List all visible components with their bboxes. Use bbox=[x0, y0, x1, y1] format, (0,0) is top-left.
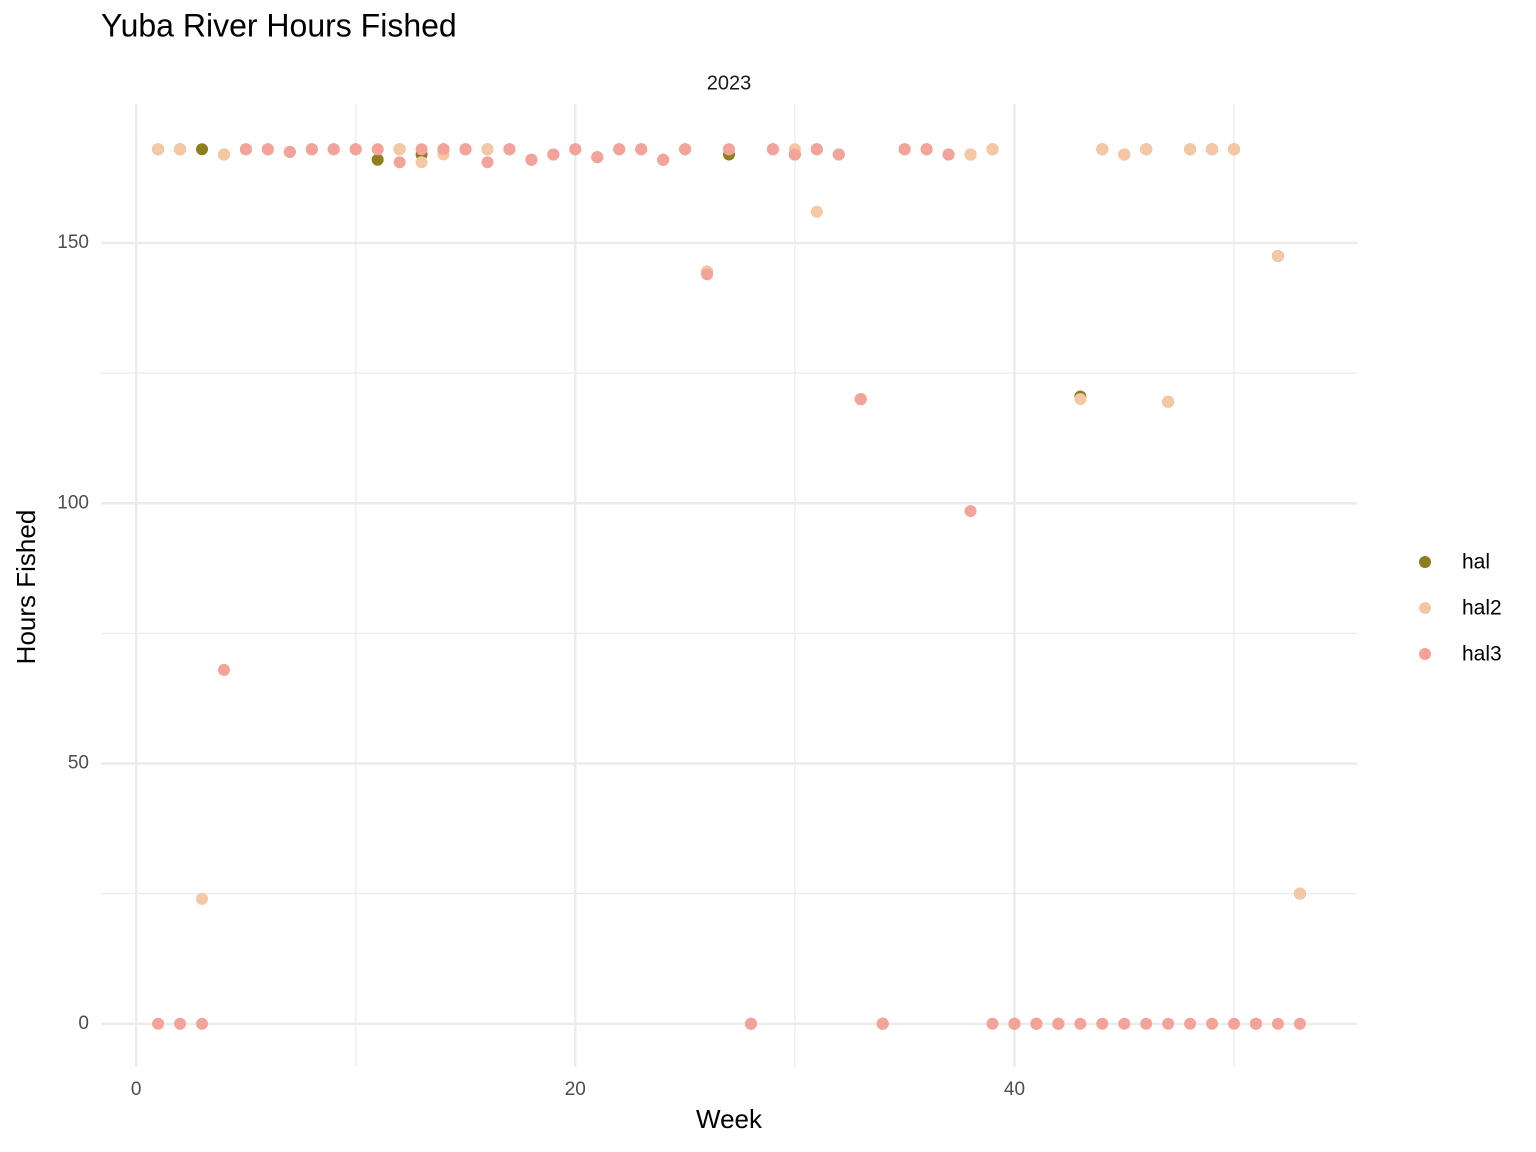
point bbox=[393, 143, 406, 156]
y-tick-label: 100 bbox=[57, 492, 89, 513]
point bbox=[239, 143, 252, 156]
point bbox=[1074, 1017, 1087, 1030]
point bbox=[854, 393, 867, 406]
point bbox=[371, 153, 384, 166]
point bbox=[701, 268, 714, 281]
point bbox=[349, 143, 362, 156]
point bbox=[481, 156, 494, 169]
point bbox=[788, 148, 801, 161]
point bbox=[723, 143, 735, 156]
point bbox=[986, 143, 999, 156]
point bbox=[327, 143, 340, 156]
point bbox=[1293, 887, 1306, 900]
point bbox=[152, 1017, 165, 1030]
point bbox=[964, 505, 977, 518]
point bbox=[1096, 143, 1109, 156]
point bbox=[415, 143, 428, 156]
point bbox=[635, 143, 648, 156]
legend-key bbox=[1419, 556, 1431, 568]
point bbox=[1074, 393, 1087, 406]
legend-label: hal2 bbox=[1462, 597, 1502, 620]
point bbox=[744, 1017, 757, 1030]
point bbox=[503, 143, 516, 156]
point bbox=[1271, 1017, 1284, 1030]
point bbox=[1140, 143, 1153, 156]
point bbox=[942, 148, 955, 161]
point bbox=[810, 205, 823, 218]
point bbox=[217, 663, 230, 676]
point bbox=[1118, 1017, 1131, 1030]
point bbox=[1162, 1017, 1175, 1030]
x-tick-label: 20 bbox=[565, 1079, 586, 1100]
point bbox=[986, 1017, 999, 1030]
point bbox=[679, 143, 692, 156]
point bbox=[876, 1017, 889, 1030]
point bbox=[1096, 1017, 1109, 1030]
y-axis-title: Hours Fished bbox=[11, 510, 41, 665]
point bbox=[371, 143, 384, 156]
point bbox=[1249, 1017, 1262, 1030]
point bbox=[393, 156, 406, 169]
point bbox=[810, 143, 823, 156]
point bbox=[1118, 148, 1131, 161]
point bbox=[525, 153, 538, 166]
legend-label: hal bbox=[1462, 551, 1490, 574]
point bbox=[1206, 1017, 1219, 1030]
point bbox=[613, 143, 626, 156]
point bbox=[1008, 1017, 1021, 1030]
point bbox=[547, 148, 560, 161]
point bbox=[920, 143, 933, 156]
point bbox=[196, 143, 209, 156]
point bbox=[152, 143, 165, 156]
point bbox=[1030, 1017, 1043, 1030]
point bbox=[1162, 395, 1175, 408]
point bbox=[1293, 1017, 1306, 1030]
point bbox=[569, 143, 582, 156]
point bbox=[1228, 143, 1241, 156]
point bbox=[832, 148, 845, 161]
x-tick-label: 40 bbox=[1004, 1079, 1025, 1100]
point bbox=[481, 143, 494, 156]
point bbox=[196, 1017, 209, 1030]
y-tick-label: 150 bbox=[57, 232, 89, 253]
point bbox=[261, 143, 274, 156]
point bbox=[1206, 143, 1219, 156]
y-tick-label: 0 bbox=[78, 1013, 89, 1034]
point bbox=[1228, 1017, 1241, 1030]
point bbox=[964, 148, 977, 161]
point bbox=[657, 153, 670, 166]
point bbox=[437, 143, 450, 156]
y-tick-label: 50 bbox=[68, 753, 89, 774]
point bbox=[305, 143, 318, 156]
point bbox=[459, 143, 472, 156]
x-tick-label: 0 bbox=[131, 1079, 142, 1100]
chart-title: Yuba River Hours Fished bbox=[101, 7, 457, 43]
point bbox=[196, 892, 209, 905]
point bbox=[1271, 249, 1284, 262]
x-axis-title: Week bbox=[696, 1104, 763, 1134]
point bbox=[766, 143, 779, 156]
point bbox=[1052, 1017, 1065, 1030]
point bbox=[898, 143, 911, 156]
point bbox=[415, 156, 428, 169]
legend-key bbox=[1419, 602, 1431, 614]
point bbox=[1140, 1017, 1153, 1030]
point bbox=[283, 145, 296, 158]
point bbox=[1184, 1017, 1197, 1030]
point bbox=[591, 151, 604, 164]
point bbox=[174, 143, 187, 156]
point bbox=[1184, 143, 1197, 156]
point bbox=[174, 1017, 187, 1030]
legend-key bbox=[1419, 648, 1431, 660]
point bbox=[217, 148, 230, 161]
legend-label: hal3 bbox=[1462, 643, 1502, 666]
facet-label: 2023 bbox=[707, 72, 752, 94]
